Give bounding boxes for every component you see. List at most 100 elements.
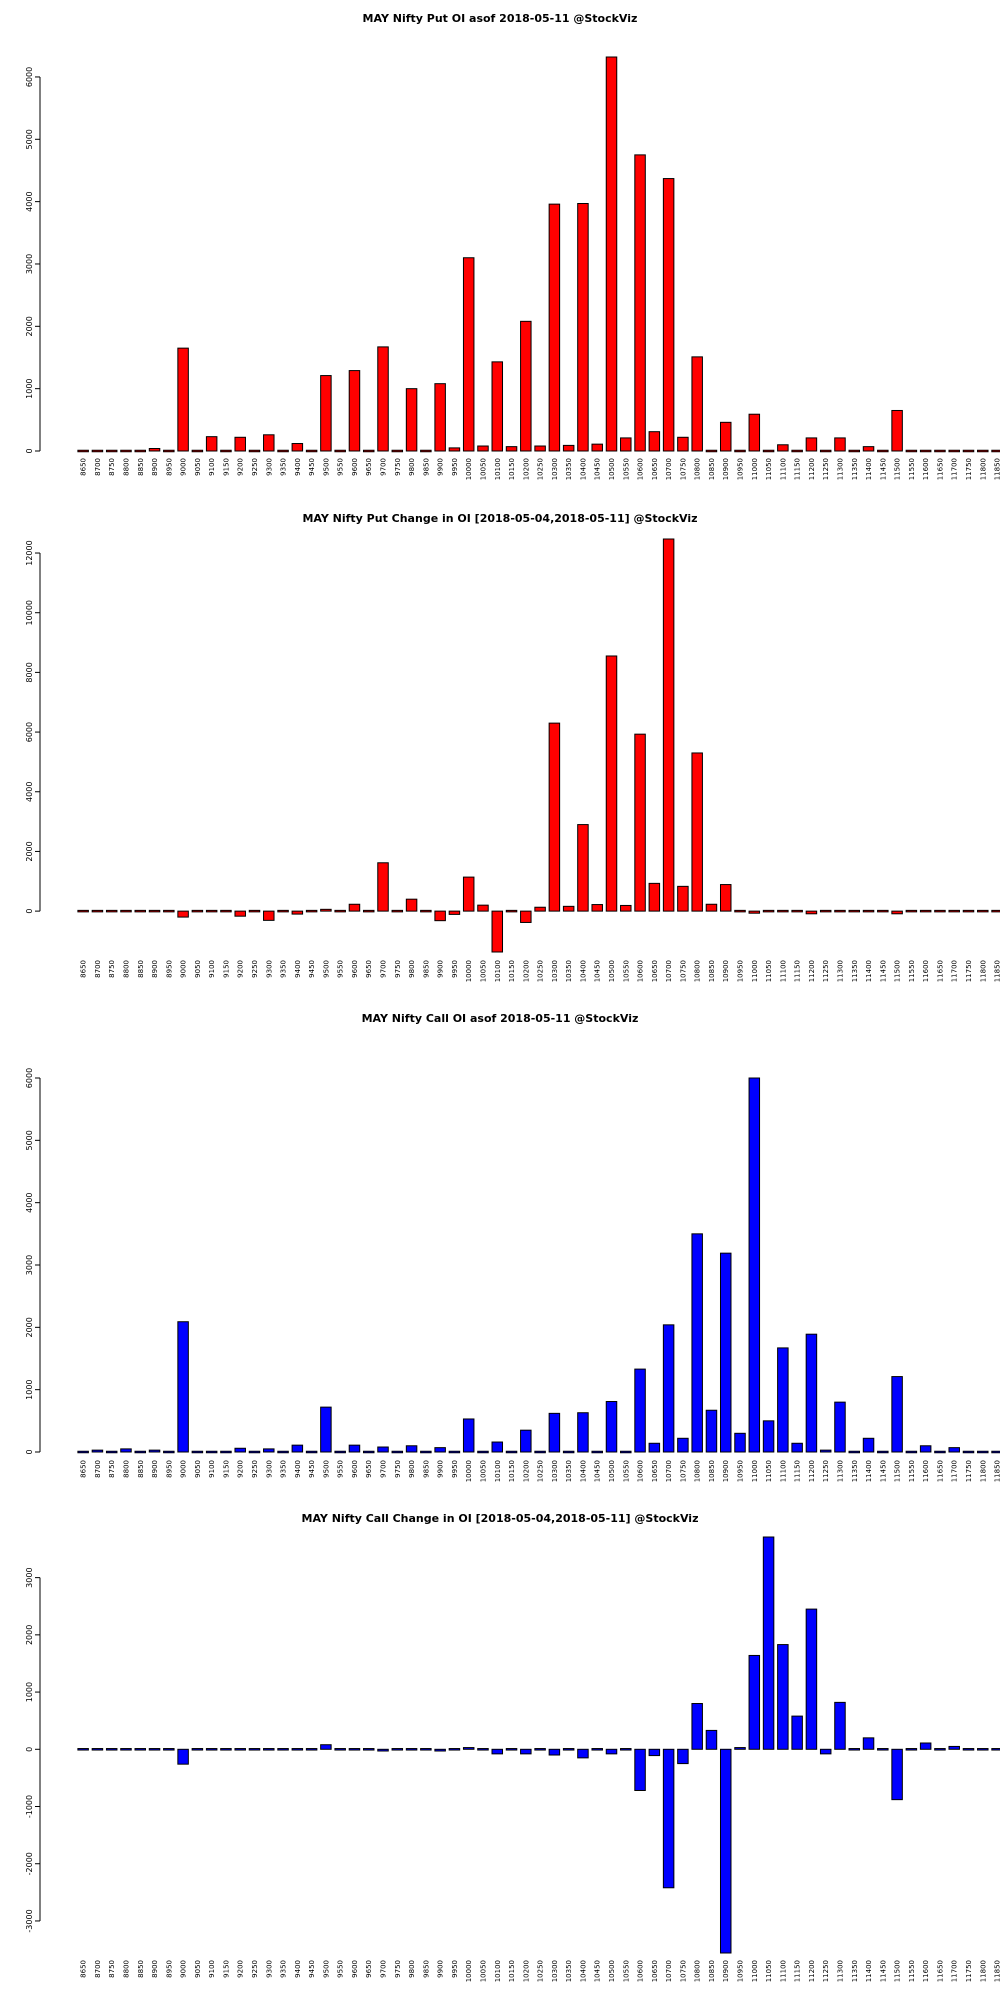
x-tick-label: 10150 — [508, 960, 516, 982]
bar-11450 — [877, 909, 889, 913]
x-tick-label: 10300 — [551, 960, 559, 982]
x-tick-label: 8750 — [108, 1460, 116, 1478]
bar-11200 — [805, 1608, 818, 1750]
x-tick-label: 11000 — [751, 1460, 759, 1482]
x-tick-label: 11850 — [994, 960, 1000, 982]
y-tick-label: 2000 — [25, 1317, 34, 1337]
x-tick-label: 11350 — [851, 1460, 859, 1482]
x-tick-label: 9450 — [308, 458, 316, 476]
x-tick-label: 9400 — [294, 1460, 302, 1478]
x-tick-label: 8800 — [122, 1460, 130, 1478]
bar-10350 — [562, 1748, 575, 1751]
x-tick-label: 9650 — [365, 1460, 373, 1478]
y-tick-label: 0 — [25, 448, 34, 453]
x-tick-label: 10500 — [608, 1960, 616, 1982]
bar-11750 — [962, 1450, 975, 1454]
x-tick-label: 10800 — [694, 1960, 702, 1982]
x-tick-label: 11600 — [922, 1460, 930, 1482]
x-tick-label: 11800 — [979, 1960, 987, 1982]
x-tick-label: 10000 — [465, 1960, 473, 1982]
bar-10450 — [591, 1450, 603, 1454]
x-tick-label: 9000 — [180, 1960, 188, 1978]
bar-11550 — [905, 1748, 918, 1751]
x-tick-label: 10400 — [579, 1960, 587, 1982]
bar-10550 — [620, 437, 632, 452]
x-tick-label: 9350 — [280, 960, 288, 978]
bar-10650 — [648, 1748, 661, 1757]
bar-9750 — [391, 1748, 404, 1751]
x-tick-label: 9000 — [180, 960, 188, 978]
x-tick-label: 9350 — [280, 458, 288, 476]
bar-10450 — [591, 1748, 603, 1751]
bar-9550 — [334, 1748, 346, 1751]
x-tick-label: 8950 — [165, 1960, 173, 1978]
x-tick-label: 10800 — [694, 458, 702, 480]
x-tick-label: 10050 — [479, 1960, 487, 1982]
bar-9050 — [191, 1450, 204, 1454]
x-tick-label: 8650 — [80, 458, 88, 476]
x-tick-label: 9450 — [308, 1960, 316, 1978]
bar-9000 — [177, 1321, 189, 1453]
x-tick-label: 10400 — [579, 960, 587, 982]
x-tick-label: 9650 — [365, 960, 373, 978]
x-tick-label: 8800 — [122, 458, 130, 476]
bar-9850 — [420, 1748, 432, 1751]
x-tick-label: 10250 — [537, 1460, 545, 1482]
x-tick-label: 9500 — [322, 1460, 330, 1478]
bar-11550 — [905, 909, 918, 913]
bar-9650 — [362, 1748, 375, 1751]
bar-9350 — [277, 909, 289, 913]
x-tick-label: 10200 — [522, 1960, 530, 1982]
y-tick-label: -2000 — [25, 1852, 34, 1875]
x-tick-label: 10100 — [494, 960, 502, 982]
x-tick-label: 11200 — [808, 960, 816, 982]
bar-10750 — [677, 1437, 689, 1453]
bar-9750 — [391, 1450, 404, 1454]
x-tick-label: 9350 — [280, 1460, 288, 1478]
x-tick-label: 11150 — [794, 458, 802, 480]
x-tick-label: 9450 — [308, 960, 316, 978]
x-tick-label: 9200 — [237, 1460, 245, 1478]
bar-8850 — [134, 1748, 147, 1751]
bar-9600 — [348, 1748, 361, 1751]
y-tick-label: 4000 — [25, 782, 34, 802]
x-tick-label: 9800 — [408, 1960, 416, 1978]
bar-9050 — [191, 909, 204, 913]
x-tick-label: 9150 — [222, 458, 230, 476]
bar-11350 — [848, 909, 861, 913]
bar-11350 — [848, 1748, 861, 1751]
x-tick-label: 11550 — [908, 1460, 916, 1482]
bar-9950 — [448, 910, 461, 915]
x-tick-label: 10600 — [637, 1960, 645, 1982]
y-tick-label: 2000 — [25, 316, 34, 336]
x-tick-label: 10600 — [637, 960, 645, 982]
x-tick-label: 9900 — [437, 1460, 445, 1478]
bar-9500 — [320, 1744, 332, 1750]
bar-11050 — [762, 1420, 775, 1453]
x-tick-label: 9650 — [365, 1960, 373, 1978]
bar-10700 — [662, 1748, 675, 1889]
x-tick-label: 10150 — [508, 458, 516, 480]
x-tick-label: 8650 — [80, 1960, 88, 1978]
bar-11650 — [934, 449, 946, 453]
x-tick-label: 9750 — [394, 1460, 402, 1478]
x-tick-label: 8700 — [94, 1960, 102, 1978]
bar-10050 — [477, 1748, 489, 1751]
bar-10400 — [577, 203, 589, 452]
bar-8700 — [91, 1449, 104, 1453]
x-tick-label: 10900 — [722, 960, 730, 982]
bar-8650 — [77, 449, 89, 453]
x-tick-label: 10800 — [694, 960, 702, 982]
x-tick-label: 9250 — [251, 458, 259, 476]
x-tick-label: 11350 — [851, 960, 859, 982]
bar-10500 — [605, 655, 618, 912]
bar-11800 — [977, 449, 989, 453]
x-tick-label: 10350 — [565, 960, 573, 982]
x-tick-label: 9750 — [394, 458, 402, 476]
bar-10850 — [705, 449, 718, 453]
x-tick-label: 10000 — [465, 458, 473, 480]
x-tick-label: 8850 — [137, 1460, 145, 1478]
bar-8700 — [91, 449, 104, 453]
y-tick-label: 3000 — [25, 1567, 34, 1587]
bar-9950 — [448, 1748, 461, 1751]
